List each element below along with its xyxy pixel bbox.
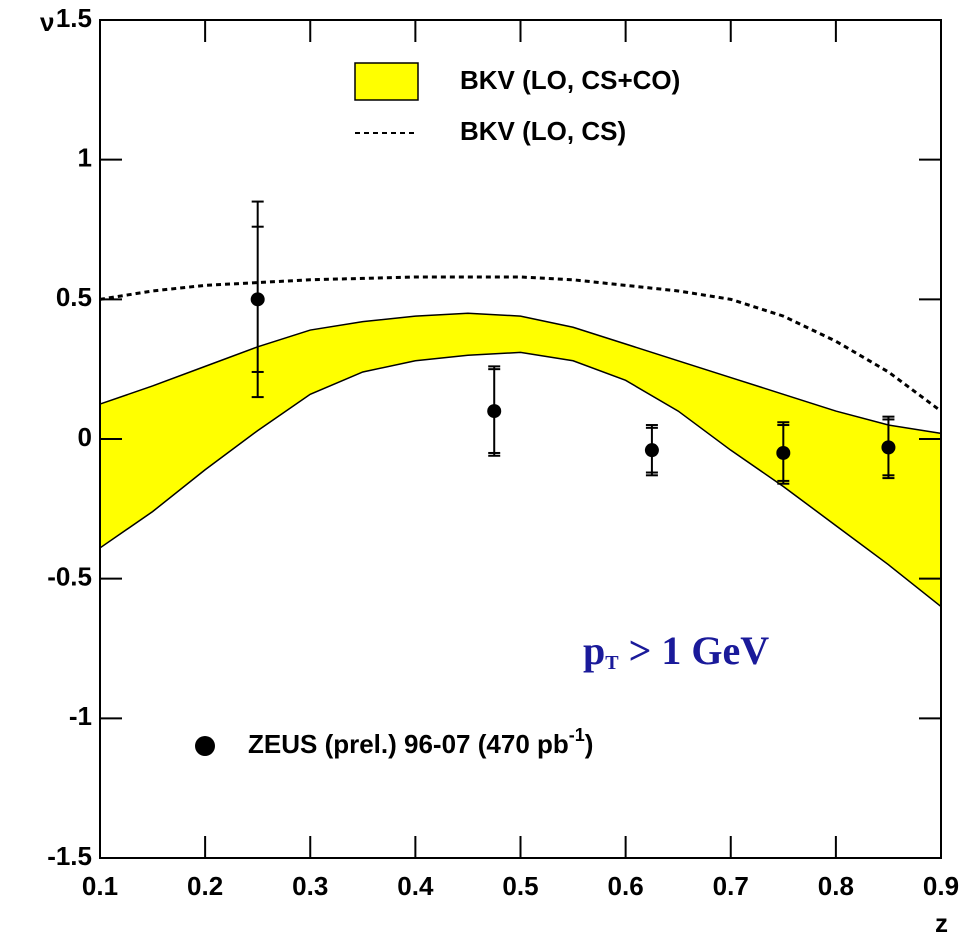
y-tick-label: 1 bbox=[78, 143, 92, 173]
y-tick-label: -1.5 bbox=[47, 841, 92, 871]
band-lower-edge bbox=[99, 351, 942, 608]
x-tick-label: 0.8 bbox=[818, 871, 854, 901]
x-tick-label: 0.1 bbox=[82, 871, 118, 901]
x-axis-label: z bbox=[935, 908, 948, 938]
band-upper-edge bbox=[99, 312, 942, 435]
annotation-base: p bbox=[583, 628, 605, 673]
data-point bbox=[250, 292, 265, 307]
y-tick-label: -0.5 bbox=[47, 562, 92, 592]
legend-superscript: -1 bbox=[569, 725, 585, 745]
legend-suffix: ) bbox=[585, 729, 594, 759]
x-tick-label: 0.9 bbox=[923, 871, 959, 901]
y-axis-label: ν bbox=[40, 7, 54, 37]
legend-marker bbox=[195, 736, 215, 756]
annotation-text: > 1 GeV bbox=[629, 628, 770, 673]
data-point bbox=[644, 443, 659, 458]
legend-swatch bbox=[354, 62, 419, 101]
x-tick-label: 0.2 bbox=[187, 871, 223, 901]
y-tick-label: 0.5 bbox=[56, 282, 92, 312]
y-tick-label: 1.5 bbox=[56, 3, 92, 33]
x-tick-label: 0.3 bbox=[292, 871, 328, 901]
annotation: pT > 1 GeV bbox=[583, 628, 769, 673]
y-tick-label: 0 bbox=[78, 422, 92, 452]
data-point bbox=[881, 440, 896, 455]
y-tick-label: -1 bbox=[69, 701, 92, 731]
data-point bbox=[487, 404, 502, 419]
band bbox=[100, 313, 941, 607]
x-tick-label: 0.4 bbox=[397, 871, 434, 901]
legend-label: ZEUS (prel.) 96-07 (470 pb-1) bbox=[248, 725, 593, 759]
legend-label: BKV (LO, CS) bbox=[460, 116, 626, 146]
legend-label: BKV (LO, CS+CO) bbox=[460, 65, 680, 95]
legend-text: ZEUS (prel.) 96-07 (470 pb bbox=[248, 729, 569, 759]
x-tick-label: 0.7 bbox=[713, 871, 749, 901]
x-tick-label: 0.6 bbox=[608, 871, 644, 901]
data-point bbox=[776, 445, 791, 460]
legend-text: BKV (LO, CS+CO) bbox=[460, 65, 680, 95]
legend-text: BKV (LO, CS) bbox=[460, 116, 626, 146]
annotation-subscript: T bbox=[605, 652, 619, 674]
x-tick-label: 0.5 bbox=[502, 871, 538, 901]
